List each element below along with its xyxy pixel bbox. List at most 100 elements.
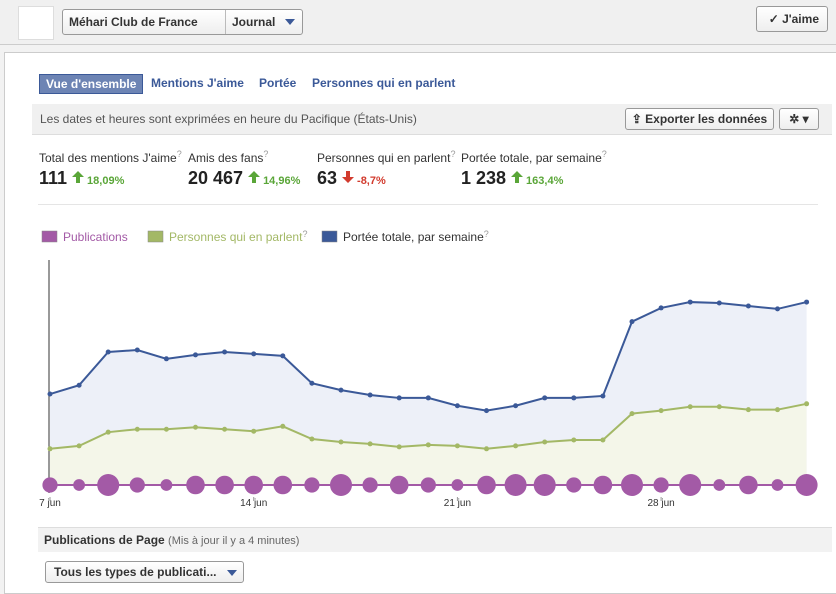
- page-selector[interactable]: Méhari Club de France Journal: [62, 9, 303, 35]
- point: [804, 299, 810, 305]
- arrow-shape: [511, 171, 524, 183]
- stat-label-text: Personnes qui en parlent: [317, 151, 451, 165]
- point: [309, 436, 315, 442]
- point: [775, 407, 780, 413]
- stat-number: 63: [317, 168, 338, 188]
- x-tick-label: 21 jun: [444, 498, 471, 509]
- point: [600, 437, 606, 443]
- publication-bubble: [244, 475, 263, 495]
- point: [745, 407, 751, 413]
- posts-title: Publications de Page: [44, 533, 165, 547]
- publication-bubble: [215, 475, 234, 495]
- stat-number: 20 467: [188, 168, 244, 188]
- point: [658, 305, 664, 311]
- point: [338, 387, 344, 393]
- publication-bubble: [653, 477, 669, 493]
- legend-name: Publications: [63, 230, 128, 244]
- point: [396, 395, 402, 401]
- trend-arrow: [342, 171, 355, 183]
- help-icon: ?: [263, 149, 269, 159]
- point: [47, 391, 53, 397]
- stat-change: 163,4%: [526, 175, 564, 187]
- point: [775, 306, 780, 312]
- stat-number: 111: [39, 168, 68, 188]
- legend-label: Portée totale, par semaine?: [343, 229, 489, 244]
- legend-swatch: [321, 230, 338, 243]
- stat-label: Personnes qui en parlent?: [317, 149, 455, 165]
- publication-bubble: [389, 475, 409, 495]
- tab[interactable]: Mentions J'aime: [151, 76, 244, 90]
- point: [687, 299, 693, 305]
- publication-bubble: [477, 475, 496, 495]
- stat-value: 111 18,09%: [39, 168, 124, 189]
- stat-number: 1 238: [461, 168, 507, 188]
- publication-bubble: [273, 475, 293, 495]
- legend-label: Personnes qui en parlent?: [169, 229, 307, 244]
- stat-label: Portée totale, par semaine?: [461, 149, 607, 165]
- point: [629, 319, 635, 325]
- like-button[interactable]: ✓ J'aime: [756, 6, 828, 32]
- point: [658, 408, 664, 414]
- divider: [38, 204, 818, 205]
- page-name: Méhari Club de France: [69, 15, 198, 29]
- publication-bubble: [713, 479, 726, 491]
- point: [367, 392, 373, 398]
- point: [513, 403, 519, 409]
- point: [105, 349, 111, 355]
- x-tick-label: 28 jun: [647, 498, 674, 509]
- trend-arrow: [72, 171, 85, 183]
- point: [542, 439, 548, 445]
- point: [222, 426, 228, 432]
- publication-bubble: [621, 474, 643, 496]
- point: [338, 439, 344, 445]
- point: [251, 428, 257, 434]
- trend-arrow: [511, 171, 524, 183]
- publication-bubble: [129, 477, 145, 493]
- point: [716, 404, 722, 410]
- publication-bubble: [420, 477, 436, 493]
- stat-label-text: Amis des fans: [188, 151, 264, 165]
- point: [484, 446, 489, 452]
- publication-bubble: [593, 475, 613, 495]
- arrow-shape: [72, 171, 85, 183]
- legend-swatch: [147, 230, 164, 243]
- publication-bubble: [504, 474, 527, 496]
- point: [687, 404, 693, 410]
- publication-bubble: [304, 477, 320, 493]
- point: [251, 351, 257, 357]
- stat-value: 63 -8,7%: [317, 168, 386, 189]
- publication-bubble: [679, 474, 702, 496]
- point: [484, 408, 489, 414]
- tab[interactable]: Portée: [259, 76, 297, 90]
- x-tick-label: 14 jun: [240, 498, 267, 509]
- publication-bubble: [795, 474, 818, 496]
- stat-value: 1 238 163,4%: [461, 168, 563, 189]
- like-label: J'aime: [782, 12, 819, 26]
- publication-bubble: [97, 474, 120, 496]
- legend-label: Publications: [63, 230, 128, 244]
- stat-change: -8,7%: [357, 175, 386, 187]
- point: [571, 437, 577, 443]
- settings-button[interactable]: ✲ ▾: [779, 108, 819, 130]
- tab[interactable]: Personnes qui en parlent: [312, 76, 456, 90]
- legend-swatch: [41, 230, 58, 243]
- publication-bubble: [451, 479, 464, 491]
- point: [134, 347, 140, 353]
- publication-bubble: [330, 474, 352, 496]
- help-icon: ?: [176, 149, 182, 159]
- point: [425, 442, 431, 448]
- publication-bubble: [42, 477, 58, 493]
- trend-arrow: [248, 171, 261, 183]
- help-icon: ?: [450, 149, 456, 159]
- tab[interactable]: Vue d'ensemble: [39, 74, 144, 94]
- export-button[interactable]: ⇪ Exporter les données: [625, 108, 774, 130]
- publication-bubble: [186, 475, 205, 495]
- legend-name: Personnes qui en parlent: [169, 230, 303, 244]
- point: [163, 426, 169, 432]
- point: [280, 423, 286, 429]
- view-name: Journal: [225, 10, 275, 34]
- post-type-filter[interactable]: Tous les types de publicati...: [45, 561, 244, 583]
- point: [47, 446, 53, 452]
- publication-bubble: [533, 474, 556, 496]
- point: [745, 303, 751, 309]
